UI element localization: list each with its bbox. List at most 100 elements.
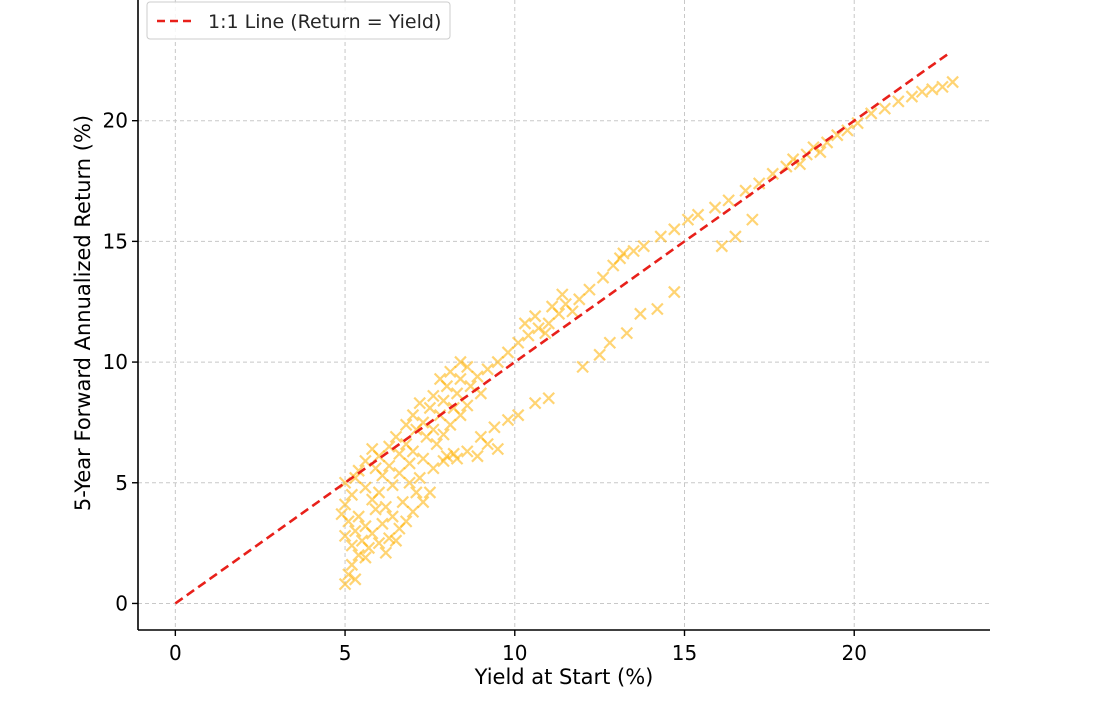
- scatter-point: [423, 486, 437, 499]
- scatter-point: [406, 505, 420, 519]
- scatter-point: [342, 568, 355, 581]
- scatter-point: [450, 452, 464, 465]
- scatter-point: [715, 239, 729, 253]
- scatter-point: [433, 372, 447, 386]
- scatter-point: [892, 95, 905, 108]
- scatter-point: [365, 527, 379, 540]
- scatter-point: [376, 517, 389, 531]
- scatter-point: [399, 515, 413, 528]
- scatter-point: [936, 80, 949, 94]
- scatter-point: [389, 430, 403, 444]
- x-axis-title: Yield at Start (%): [474, 665, 654, 689]
- scatter-point: [393, 447, 406, 461]
- scatter-point: [444, 365, 457, 379]
- scatter-point: [471, 449, 484, 463]
- scatter-point: [542, 391, 556, 405]
- scatter-point: [471, 370, 484, 383]
- scatter-point: [427, 461, 440, 475]
- y-tick-label: 0: [115, 591, 128, 615]
- grid: [138, 0, 990, 630]
- scatter-point: [338, 498, 352, 511]
- scatter-point: [335, 507, 348, 521]
- scatter-point: [576, 360, 589, 374]
- scatter-point: [926, 83, 939, 96]
- scatter-point: [522, 329, 535, 342]
- scatter-point: [454, 408, 467, 422]
- scatter-point: [501, 346, 515, 359]
- scatter-point: [403, 476, 416, 490]
- scatter-point: [613, 251, 627, 265]
- legend-box: [146, 1, 451, 40]
- scatter-point: [423, 401, 437, 415]
- scatter-point: [481, 363, 494, 376]
- scatter-point: [365, 442, 379, 456]
- x-tick-label: 0: [169, 641, 182, 665]
- scatter-point: [620, 326, 634, 340]
- y-tick-label: 10: [103, 350, 128, 374]
- scatter-point: [946, 75, 959, 89]
- scatter-point: [389, 534, 403, 547]
- scatter-point: [382, 459, 396, 473]
- axes: [137, 0, 990, 631]
- y-tick-label: 20: [103, 109, 128, 133]
- scatter-point: [359, 481, 372, 494]
- scatter-point: [410, 486, 423, 499]
- scatter-point: [841, 124, 854, 137]
- scatter-point: [518, 317, 532, 330]
- scatter-point: [532, 321, 545, 335]
- scatter-point: [542, 317, 556, 330]
- y-axis-title: 5-Year Forward Annualized Return (%): [71, 115, 95, 511]
- scatter-point: [372, 486, 386, 499]
- legend-label-reference-line: 1:1 Line (Return = Yield): [208, 11, 441, 33]
- scatter-point: [593, 348, 606, 362]
- scatter-point: [501, 413, 515, 427]
- scatter-point: [379, 546, 393, 560]
- scatter-point: [668, 223, 681, 236]
- scatter-point: [386, 510, 399, 523]
- scatter-point: [369, 503, 382, 516]
- scatter-point: [603, 336, 617, 350]
- scatter-point: [528, 309, 542, 323]
- scatter-point: [413, 396, 427, 410]
- scatter-point: [416, 495, 430, 509]
- scatter-point: [393, 466, 406, 480]
- scatter-point: [511, 336, 525, 350]
- scatter-point: [338, 577, 352, 591]
- reference-line: [174, 52, 951, 605]
- y-tick-label: 5: [115, 471, 128, 495]
- scatter-point: [545, 300, 559, 313]
- x-tick-label: 15: [672, 641, 697, 665]
- scatter-point: [651, 302, 664, 316]
- y-tick-label: 15: [103, 229, 128, 253]
- scatter-point: [444, 418, 457, 432]
- scatter-point: [746, 213, 759, 226]
- scatter-point: [437, 428, 450, 441]
- scatter-point: [379, 500, 393, 514]
- scatter-point: [352, 548, 365, 562]
- scatter-point: [403, 457, 416, 470]
- scatter-point: [430, 437, 443, 451]
- scatter-point: [437, 394, 450, 407]
- scatter-point: [386, 478, 399, 492]
- scatter-point: [345, 558, 359, 572]
- scatter-point: [345, 539, 359, 552]
- scatter-point: [454, 355, 467, 369]
- scatter-point: [362, 541, 376, 555]
- x-tick-label: 5: [339, 641, 352, 665]
- scatter-point: [596, 271, 610, 284]
- x-tick-label: 20: [841, 641, 866, 665]
- scatter-point: [416, 416, 430, 429]
- x-tick-label: 10: [502, 641, 527, 665]
- scatter-point: [338, 529, 352, 543]
- scatter-point: [460, 399, 474, 412]
- scatter-point: [348, 573, 362, 586]
- scatter-point: [915, 85, 929, 99]
- scatter-point: [708, 201, 722, 214]
- scatter-point: [668, 285, 681, 299]
- scatter-point: [416, 452, 430, 465]
- scatter-point: [539, 326, 552, 340]
- scatter-point: [905, 90, 919, 103]
- scatter-point: [556, 288, 569, 301]
- scatter-point: [627, 244, 640, 258]
